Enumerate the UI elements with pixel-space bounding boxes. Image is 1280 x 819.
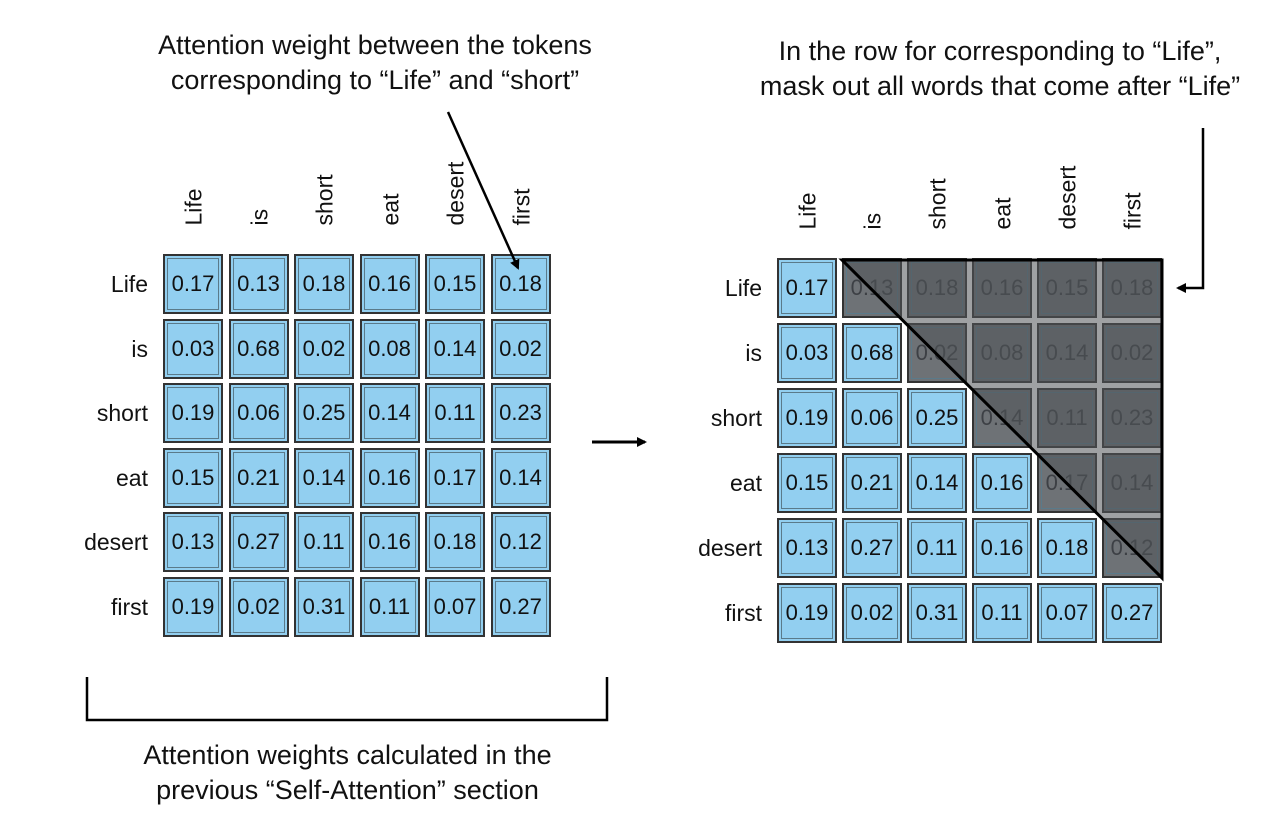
right-row-label-is: is xyxy=(745,340,762,366)
left-cell: 0.12 xyxy=(490,512,551,572)
bracket xyxy=(85,677,609,722)
left-cell: 0.18 xyxy=(294,254,354,314)
right-cell: 0.68 xyxy=(842,323,902,383)
annotation-top-left: Attention weight between the tokens corr… xyxy=(110,28,640,98)
annotation-bottom: Attention weights calculated in the prev… xyxy=(85,738,610,808)
left-cell: 0.21 xyxy=(228,447,289,508)
left-cell: 0.16 xyxy=(359,254,420,314)
left-cell: 0.31 xyxy=(294,576,354,637)
right-row-label-first: first xyxy=(724,600,762,626)
right-cell: 0.19 xyxy=(777,388,837,448)
left-cell: 0.03 xyxy=(163,318,223,379)
right-cell: 0.13 xyxy=(777,518,837,578)
right-row-label-short: short xyxy=(710,405,762,431)
left-cell: 0.14 xyxy=(425,318,485,379)
left-row-label-first: first xyxy=(110,593,148,620)
left-cell: 0.16 xyxy=(359,447,420,508)
annotation-top-right-line2: mask out all words that come after “Life… xyxy=(759,71,1241,101)
left-cell: 0.23 xyxy=(490,383,551,443)
right-row-label-life: Life xyxy=(724,275,762,301)
left-row-label-desert: desert xyxy=(84,529,148,555)
right-cell: 0.16 xyxy=(972,453,1032,513)
left-cell: 0.17 xyxy=(163,254,223,314)
left-cell: 0.18 xyxy=(490,254,551,314)
right-cell: 0.17 xyxy=(777,258,837,318)
left-row-label-life: Life xyxy=(110,271,148,297)
pointer-arrow-right xyxy=(1176,128,1205,293)
left-cell: 0.13 xyxy=(228,254,289,314)
mask-triangle xyxy=(838,258,1164,582)
right-cell: 0.14 xyxy=(907,453,967,513)
left-cell: 0.15 xyxy=(425,254,485,314)
pointer-arrow-left xyxy=(446,111,520,270)
left-cell: 0.19 xyxy=(163,576,223,637)
left-cell: 0.14 xyxy=(490,447,551,508)
left-row-label-is: is xyxy=(131,335,148,362)
left-cell: 0.27 xyxy=(490,576,551,637)
right-cell: 0.11 xyxy=(907,518,967,578)
right-cell: 0.11 xyxy=(972,583,1032,643)
right-cell: 0.15 xyxy=(777,453,837,513)
left-cell: 0.27 xyxy=(228,512,289,572)
annotation-top-right-line1: In the row for corresponding to “Life”, xyxy=(778,36,1222,66)
left-cell: 0.19 xyxy=(163,383,223,443)
right-cell: 0.25 xyxy=(907,388,967,448)
left-row-label-eat: eat xyxy=(116,464,148,491)
annotation-top-left-line2: corresponding to “Life” and “short” xyxy=(170,65,580,95)
right-cell: 0.07 xyxy=(1037,583,1097,643)
left-cell: 0.16 xyxy=(359,512,420,572)
left-cell: 0.11 xyxy=(425,383,485,443)
left-cell: 0.14 xyxy=(359,383,420,443)
right-row-label-eat: eat xyxy=(730,470,762,496)
left-cell: 0.15 xyxy=(163,447,223,508)
left-cell: 0.08 xyxy=(359,318,420,379)
right-cell: 0.21 xyxy=(842,453,902,513)
left-cell: 0.11 xyxy=(359,576,420,637)
right-cell: 0.19 xyxy=(777,583,837,643)
left-cell: 0.06 xyxy=(228,383,289,443)
left-cell: 0.02 xyxy=(294,318,354,379)
right-cell: 0.27 xyxy=(1102,583,1162,643)
right-cell: 0.16 xyxy=(972,518,1032,578)
annotation-bottom-line1: Attention weights calculated in the xyxy=(143,740,552,770)
left-cell: 0.25 xyxy=(294,383,354,443)
left-cell: 0.02 xyxy=(228,576,289,637)
annotation-bottom-line2: previous “Self-Attention” section xyxy=(156,775,539,805)
annotation-top-right: In the row for corresponding to “Life”, … xyxy=(720,34,1280,104)
right-row-label-desert: desert xyxy=(698,535,762,561)
left-cell: 0.14 xyxy=(294,447,354,508)
right-cell: 0.03 xyxy=(777,323,837,383)
left-cell: 0.18 xyxy=(425,512,485,572)
right-cell: 0.18 xyxy=(1037,518,1097,578)
right-cell: 0.02 xyxy=(842,583,902,643)
right-cell: 0.06 xyxy=(842,388,902,448)
left-cell: 0.13 xyxy=(163,512,223,572)
right-cell: 0.31 xyxy=(907,583,967,643)
right-cell: 0.27 xyxy=(842,518,902,578)
left-cell: 0.11 xyxy=(294,512,354,572)
annotation-top-left-line1: Attention weight between the tokens xyxy=(158,30,592,60)
left-row-label-short: short xyxy=(96,400,148,426)
left-cell: 0.02 xyxy=(490,318,551,379)
left-cell: 0.68 xyxy=(228,318,289,379)
left-cell: 0.17 xyxy=(425,447,485,508)
left-cell: 0.07 xyxy=(425,576,485,637)
